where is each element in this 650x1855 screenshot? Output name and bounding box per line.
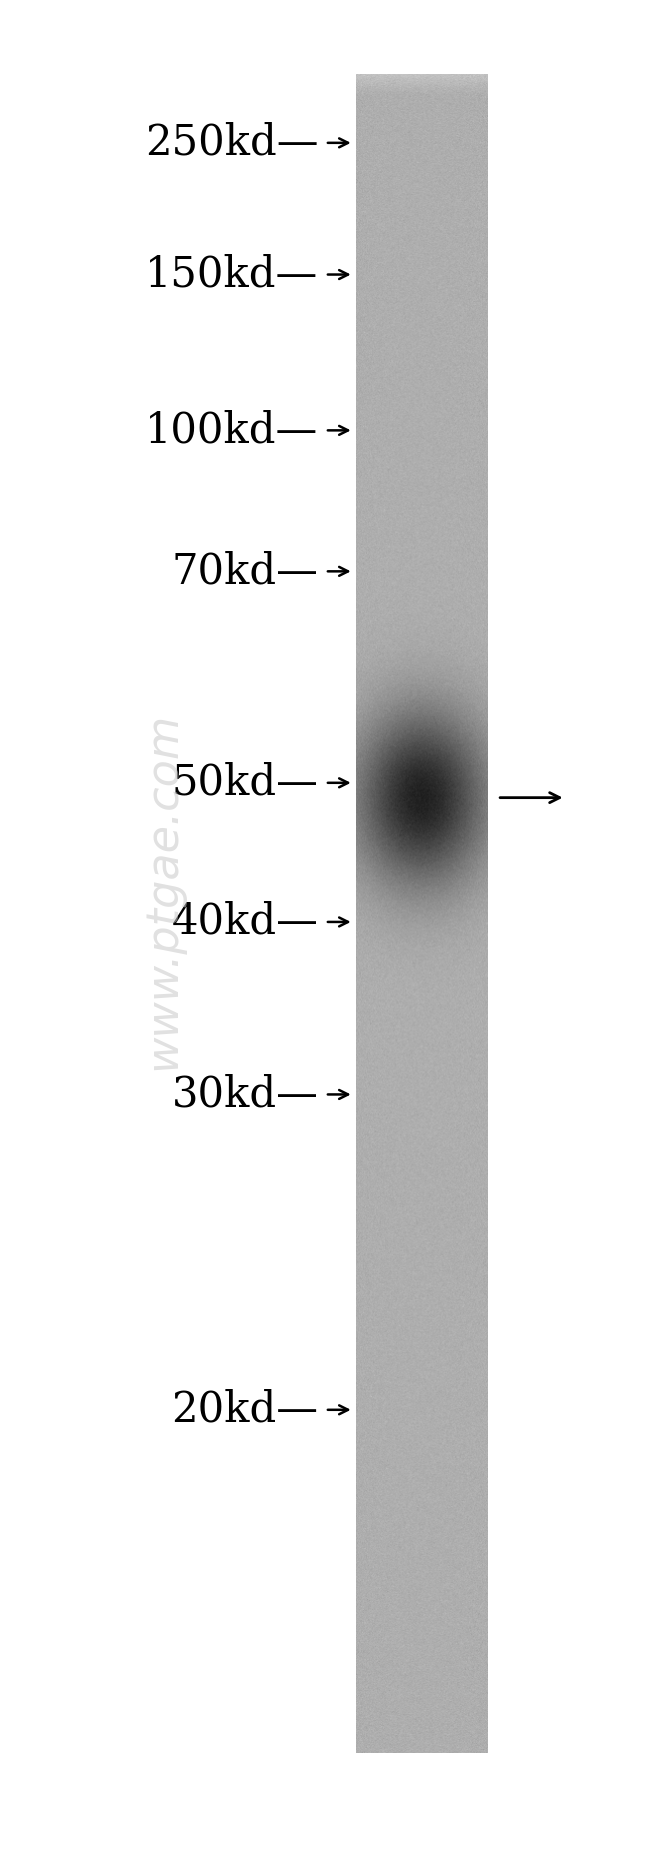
Text: 150kd—: 150kd— — [145, 254, 318, 295]
Text: www.ptgae.com: www.ptgae.com — [141, 710, 184, 1070]
Text: 50kd—: 50kd— — [172, 762, 318, 803]
Text: 40kd—: 40kd— — [172, 902, 318, 942]
Text: 100kd—: 100kd— — [145, 410, 318, 451]
Text: 30kd—: 30kd— — [172, 1074, 318, 1115]
Text: 20kd—: 20kd— — [172, 1389, 318, 1430]
Text: 70kd—: 70kd— — [172, 551, 318, 592]
Text: 250kd—: 250kd— — [145, 122, 318, 163]
